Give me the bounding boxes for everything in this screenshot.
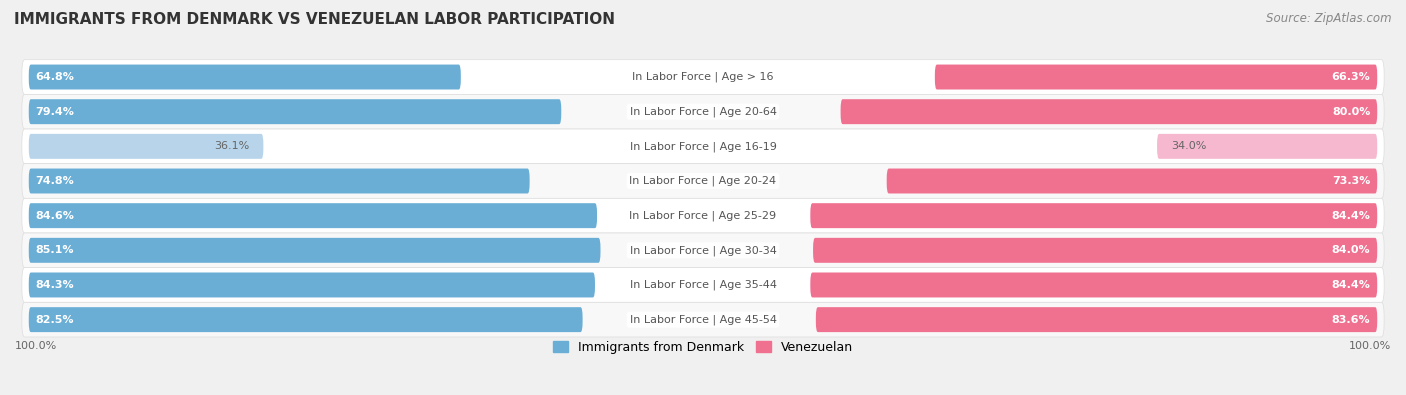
Text: 84.4%: 84.4% [1331,280,1371,290]
Text: In Labor Force | Age 20-64: In Labor Force | Age 20-64 [630,106,776,117]
Text: 84.6%: 84.6% [35,211,75,221]
FancyBboxPatch shape [841,99,1378,124]
Text: 84.0%: 84.0% [1331,245,1371,255]
Text: 64.8%: 64.8% [35,72,75,82]
FancyBboxPatch shape [28,99,561,124]
Legend: Immigrants from Denmark, Venezuelan: Immigrants from Denmark, Venezuelan [547,336,859,359]
Text: In Labor Force | Age 30-34: In Labor Force | Age 30-34 [630,245,776,256]
Text: 73.3%: 73.3% [1331,176,1371,186]
Text: In Labor Force | Age 45-54: In Labor Force | Age 45-54 [630,314,776,325]
Text: 84.3%: 84.3% [35,280,75,290]
FancyBboxPatch shape [810,273,1378,297]
FancyBboxPatch shape [887,169,1378,194]
Text: 85.1%: 85.1% [35,245,75,255]
FancyBboxPatch shape [1157,134,1378,159]
Text: In Labor Force | Age 16-19: In Labor Force | Age 16-19 [630,141,776,152]
FancyBboxPatch shape [28,203,598,228]
FancyBboxPatch shape [28,169,530,194]
FancyBboxPatch shape [22,198,1384,233]
Text: 79.4%: 79.4% [35,107,75,117]
FancyBboxPatch shape [935,64,1378,90]
Text: IMMIGRANTS FROM DENMARK VS VENEZUELAN LABOR PARTICIPATION: IMMIGRANTS FROM DENMARK VS VENEZUELAN LA… [14,12,614,27]
Text: 74.8%: 74.8% [35,176,75,186]
Text: In Labor Force | Age > 16: In Labor Force | Age > 16 [633,72,773,82]
FancyBboxPatch shape [28,273,595,297]
Text: 36.1%: 36.1% [214,141,250,151]
FancyBboxPatch shape [22,164,1384,198]
FancyBboxPatch shape [813,238,1378,263]
FancyBboxPatch shape [28,307,582,332]
Text: 34.0%: 34.0% [1171,141,1206,151]
FancyBboxPatch shape [22,233,1384,268]
FancyBboxPatch shape [28,64,461,90]
FancyBboxPatch shape [22,268,1384,302]
FancyBboxPatch shape [22,94,1384,129]
FancyBboxPatch shape [810,203,1378,228]
Text: In Labor Force | Age 20-24: In Labor Force | Age 20-24 [630,176,776,186]
Text: 82.5%: 82.5% [35,315,75,325]
Text: Source: ZipAtlas.com: Source: ZipAtlas.com [1267,12,1392,25]
FancyBboxPatch shape [22,129,1384,164]
FancyBboxPatch shape [28,238,600,263]
FancyBboxPatch shape [22,302,1384,337]
Text: 100.0%: 100.0% [15,341,58,351]
FancyBboxPatch shape [22,60,1384,94]
FancyBboxPatch shape [28,134,263,159]
Text: 83.6%: 83.6% [1331,315,1371,325]
FancyBboxPatch shape [815,307,1378,332]
Text: In Labor Force | Age 35-44: In Labor Force | Age 35-44 [630,280,776,290]
Text: 66.3%: 66.3% [1331,72,1371,82]
Text: 100.0%: 100.0% [1348,341,1391,351]
Text: In Labor Force | Age 25-29: In Labor Force | Age 25-29 [630,211,776,221]
Text: 80.0%: 80.0% [1331,107,1371,117]
Text: 84.4%: 84.4% [1331,211,1371,221]
